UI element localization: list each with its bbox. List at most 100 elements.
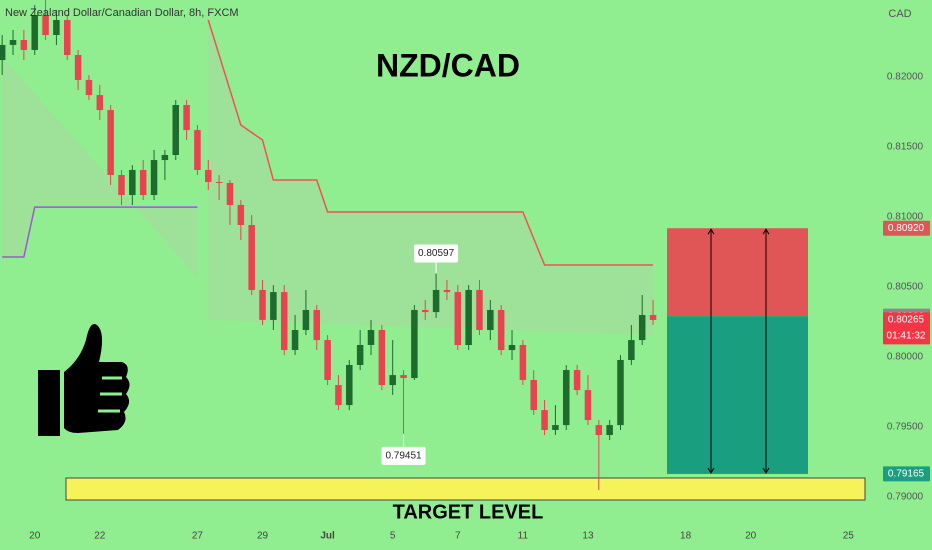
candle-body xyxy=(541,410,548,430)
callout-label: 0.80597 xyxy=(418,248,455,259)
chart-title: NZD/CAD xyxy=(376,47,520,83)
thumbs-up-icon xyxy=(38,324,130,436)
candle-body xyxy=(573,370,581,391)
x-tick-label: 5 xyxy=(390,531,396,542)
candle-body xyxy=(584,390,592,421)
x-tick-label: 25 xyxy=(843,531,855,542)
candle-body xyxy=(129,169,136,196)
arrow-head xyxy=(707,467,715,474)
x-tick-label: 27 xyxy=(192,531,204,542)
candle-body xyxy=(96,95,104,111)
candle-body xyxy=(226,182,234,205)
candle-body xyxy=(324,340,331,380)
price-badge xyxy=(883,466,930,482)
candle-body xyxy=(248,224,255,290)
candle-body xyxy=(291,330,299,351)
candle-body xyxy=(595,425,603,436)
candle-body xyxy=(400,375,407,379)
candle-body xyxy=(454,292,462,345)
candle-body xyxy=(31,14,38,50)
icon-hand xyxy=(64,324,130,433)
stop-zone xyxy=(667,228,808,317)
callout-label: 0.79451 xyxy=(385,451,422,462)
candle-body xyxy=(476,289,483,331)
price-badge-label: 0.79165 xyxy=(888,469,925,480)
candle-body xyxy=(487,309,494,331)
arrow-head xyxy=(762,467,770,474)
countdown: 01:41:32 xyxy=(887,331,926,342)
candle-body xyxy=(9,40,17,45)
candle-body xyxy=(443,289,451,293)
candle-body xyxy=(552,425,559,430)
arrow-head xyxy=(707,228,715,235)
candle-body xyxy=(649,315,657,320)
candle-body xyxy=(519,344,527,380)
candle-body xyxy=(205,169,212,183)
candle-body xyxy=(628,340,635,360)
candle-body xyxy=(465,289,472,345)
target-zone xyxy=(667,316,808,474)
candle-body xyxy=(638,315,646,341)
price-badge xyxy=(883,312,930,345)
price-badge-label: 0.80920 xyxy=(888,223,925,234)
candle-body xyxy=(367,330,375,345)
candle-body xyxy=(183,105,190,131)
candle-body xyxy=(0,44,6,61)
icon-cuff xyxy=(38,370,60,436)
callout-box xyxy=(414,244,459,263)
candle-body xyxy=(118,175,125,196)
candle-body xyxy=(563,370,570,426)
y-tick-label: 0.82000 xyxy=(887,72,924,83)
candle-body xyxy=(161,154,169,161)
x-tick-label: 7 xyxy=(455,531,461,542)
y-tick-label: 0.80000 xyxy=(887,352,924,363)
candle-body xyxy=(172,105,179,155)
currency: CAD xyxy=(888,8,911,20)
candle-body xyxy=(508,344,516,351)
candle-body xyxy=(237,204,245,225)
header: New Zealand Dollar/Canadian Dollar, 8h, … xyxy=(5,7,239,19)
x-tick-label: 29 xyxy=(257,531,269,542)
target-label: TARGET LEVEL xyxy=(393,501,544,523)
candle-body xyxy=(421,309,429,313)
candle-body xyxy=(378,330,386,386)
callout-box xyxy=(381,446,426,465)
candle-body xyxy=(280,292,288,351)
indicator-line xyxy=(207,19,654,266)
cloud-fill xyxy=(2,57,198,278)
candle-body xyxy=(313,309,321,341)
x-tick-label: 22 xyxy=(94,531,106,542)
icon-fingers xyxy=(98,376,122,413)
candle-body xyxy=(42,14,49,36)
candle-body xyxy=(606,425,613,436)
candle-body xyxy=(150,160,158,196)
candle-body xyxy=(432,289,440,313)
candle-body xyxy=(356,344,364,366)
candle-body xyxy=(335,385,342,406)
price-badge-label: 0.80265 xyxy=(888,315,925,326)
candle-body xyxy=(64,20,71,56)
x-tick-label: 20 xyxy=(29,531,41,542)
y-tick-label: 0.81500 xyxy=(887,142,924,153)
candle-body xyxy=(74,55,82,80)
x-tick-label: 13 xyxy=(582,531,594,542)
candle-body xyxy=(53,20,60,36)
candle-body xyxy=(530,379,537,411)
x-tick-label: 11 xyxy=(518,531,529,542)
candle-body xyxy=(215,182,223,184)
candle-body xyxy=(346,365,353,406)
target-band xyxy=(65,477,866,501)
candle-body xyxy=(194,130,201,170)
x-tick-label: 20 xyxy=(745,531,757,542)
price-badge xyxy=(883,220,930,236)
y-tick-label: 0.79500 xyxy=(887,422,924,433)
back-layer xyxy=(2,20,874,523)
candle-body xyxy=(617,359,624,426)
y-tick-label: 0.81000 xyxy=(887,212,924,223)
candle-body xyxy=(85,79,93,96)
candle-body xyxy=(270,292,277,320)
candle-body xyxy=(20,40,28,50)
